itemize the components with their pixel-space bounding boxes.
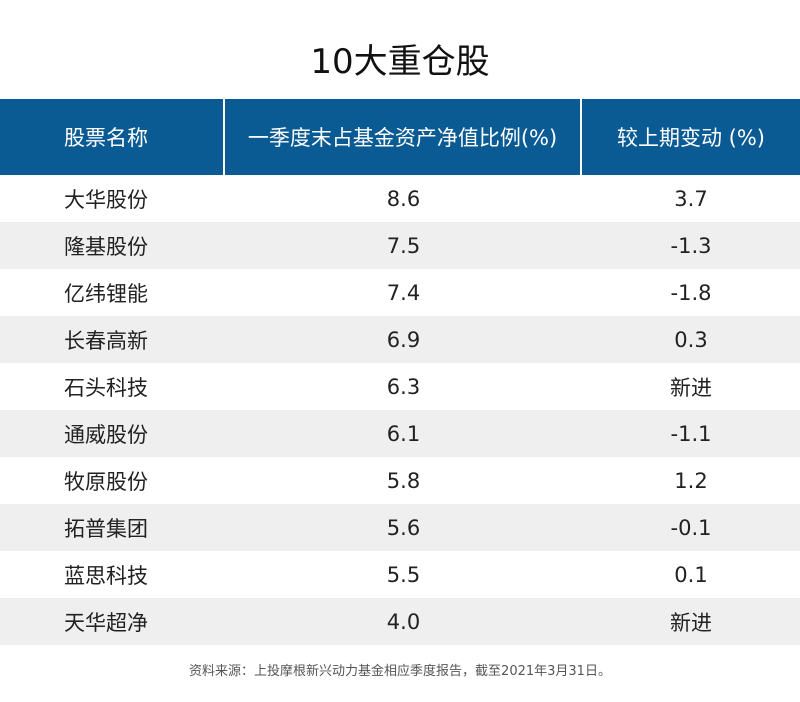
header-nav-ratio: 一季度末占基金资产净值比例(%) (225, 99, 582, 175)
cell-stock-name: 天华超净 (64, 610, 148, 635)
cell-stock-name: 大华股份 (64, 187, 148, 212)
header-change: 较上期变动 (%) (616, 126, 765, 150)
table-header: 股票名称 一季度末占基金资产净值比例(%) 较上期变动 (%) (0, 99, 800, 175)
cell-nav-ratio: 6.9 (386, 327, 421, 352)
table-row: 亿纬锂能 7.4 -1.8 (0, 269, 800, 316)
table-row: 拓普集团 5.6 -0.1 (0, 504, 800, 551)
cell-change: -0.1 (670, 515, 712, 540)
header-stock-name: 股票名称 (0, 99, 225, 175)
cell-nav-ratio: 7.4 (386, 280, 421, 305)
cell-stock-name: 通威股份 (64, 422, 148, 447)
table-title: 10大重仓股 (310, 42, 490, 82)
cell-change: 新进 (670, 375, 712, 400)
table-row: 天华超净 4.0 新进 (0, 598, 800, 645)
cell-nav-ratio: 5.8 (386, 468, 421, 493)
cell-nav-ratio: 8.6 (386, 186, 421, 211)
cell-stock-name: 石头科技 (64, 375, 148, 400)
cell-nav-ratio: 5.5 (386, 562, 421, 587)
cell-nav-ratio: 6.1 (386, 421, 421, 446)
cell-change: 新进 (670, 610, 712, 635)
cell-change: 0.3 (674, 327, 708, 352)
table-row: 大华股份 8.6 3.7 (0, 175, 800, 222)
cell-stock-name: 牧原股份 (64, 469, 148, 494)
cell-stock-name: 亿纬锂能 (64, 281, 148, 306)
table-row: 石头科技 6.3 新进 (0, 363, 800, 410)
cell-nav-ratio: 4.0 (386, 609, 421, 634)
table-row: 隆基股份 7.5 -1.3 (0, 222, 800, 269)
table-row: 蓝思科技 5.5 0.1 (0, 551, 800, 598)
table-row: 通威股份 6.1 -1.1 (0, 410, 800, 457)
cell-change: -1.8 (670, 280, 712, 305)
cell-change: 1.2 (674, 468, 708, 493)
cell-stock-name: 蓝思科技 (64, 563, 148, 588)
table-row: 长春高新 6.9 0.3 (0, 316, 800, 363)
cell-stock-name: 隆基股份 (64, 234, 148, 259)
cell-change: 3.7 (674, 186, 708, 211)
cell-change: -1.1 (670, 421, 712, 446)
source-footnote: 资料来源：上投摩根新兴动力基金相应季度报告，截至2021年3月31日。 (189, 664, 611, 679)
table-body: 大华股份 8.6 3.7 隆基股份 7.5 -1.3 亿纬锂能 7.4 -1.8… (0, 175, 800, 645)
cell-nav-ratio: 5.6 (386, 515, 421, 540)
table-row: 牧原股份 5.8 1.2 (0, 457, 800, 504)
cell-change: -1.3 (670, 233, 712, 258)
holdings-table: 股票名称 一季度末占基金资产净值比例(%) 较上期变动 (%) 大华股份 8.6… (0, 99, 800, 645)
cell-nav-ratio: 6.3 (386, 374, 421, 399)
cell-stock-name: 长春高新 (64, 328, 148, 353)
cell-stock-name: 拓普集团 (64, 516, 148, 541)
cell-nav-ratio: 7.5 (386, 233, 421, 258)
cell-change: 0.1 (674, 562, 708, 587)
